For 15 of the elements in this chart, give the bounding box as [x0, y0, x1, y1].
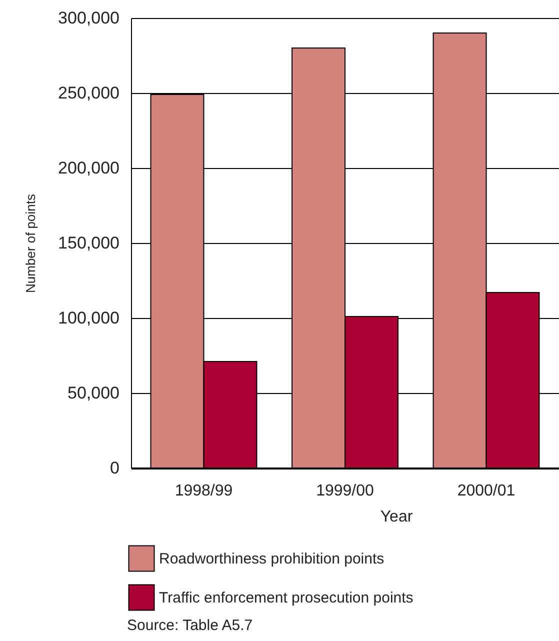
y-tick-label: 100,000 [58, 308, 120, 328]
x-tick-label: 2000/01 [457, 482, 516, 500]
x-tick-label: 1999/00 [316, 482, 374, 500]
y-tick-label: 150,000 [58, 234, 120, 252]
legend-label: Roadworthiness prohibition points [159, 550, 384, 568]
y-tick-label: 0 [110, 458, 120, 478]
x-tick-label: 1998/99 [174, 482, 233, 500]
source-note: Source: Table A5.7 [127, 617, 253, 634]
y-tick-label: 200,000 [58, 158, 120, 178]
y-axis-title: Number of points [23, 194, 38, 293]
legend-label: Traffic enforcement prosecution points [159, 590, 414, 606]
y-tick-label: 300,000 [58, 8, 120, 28]
y-tick-label: 50,000 [68, 384, 120, 402]
x-axis-title: Year [380, 508, 414, 526]
y-tick-label: 250,000 [58, 84, 120, 102]
